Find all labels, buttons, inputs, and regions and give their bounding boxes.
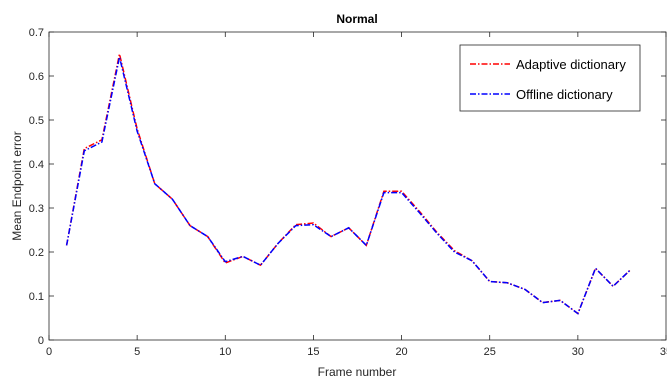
y-tick-label: 0.5 [29, 115, 44, 127]
x-axis: 0 5 10 15 20 25 30 35 [46, 32, 667, 358]
y-tick-label: 0.6 [29, 71, 44, 83]
x-tick-label: 30 [572, 346, 584, 358]
y-tick-label: 0.7 [29, 27, 44, 39]
y-tick-label: 0.1 [29, 291, 44, 303]
legend-box [459, 44, 641, 112]
y-tick-label: 0 [38, 335, 44, 347]
series-line-offline-dictionary [65, 56, 632, 315]
y-tick-label: 0.3 [29, 203, 44, 215]
x-tick-label: 0 [46, 346, 52, 358]
x-tick-label: 15 [307, 346, 319, 358]
y-axis: 0 0.1 0.2 0.3 0.4 0.5 0.6 0.7 [29, 27, 666, 347]
legend-label-offline: Offline dictionary [516, 87, 613, 102]
series-layer [65, 53, 632, 315]
legend: Adaptive dictionary Offline dictionary [459, 44, 641, 112]
x-axis-label: Frame number [318, 365, 397, 379]
y-tick-label: 0.4 [29, 159, 44, 171]
x-tick-label: 10 [219, 346, 231, 358]
x-tick-label: 25 [484, 346, 496, 358]
x-tick-label: 35 [660, 346, 667, 358]
chart-title: Normal [336, 12, 377, 26]
x-tick-label: 20 [395, 346, 407, 358]
y-axis-label: Mean Endpoint error [10, 131, 24, 240]
x-tick-label: 5 [134, 346, 140, 358]
y-tick-label: 0.2 [29, 247, 44, 259]
legend-label-adaptive: Adaptive dictionary [516, 57, 626, 72]
